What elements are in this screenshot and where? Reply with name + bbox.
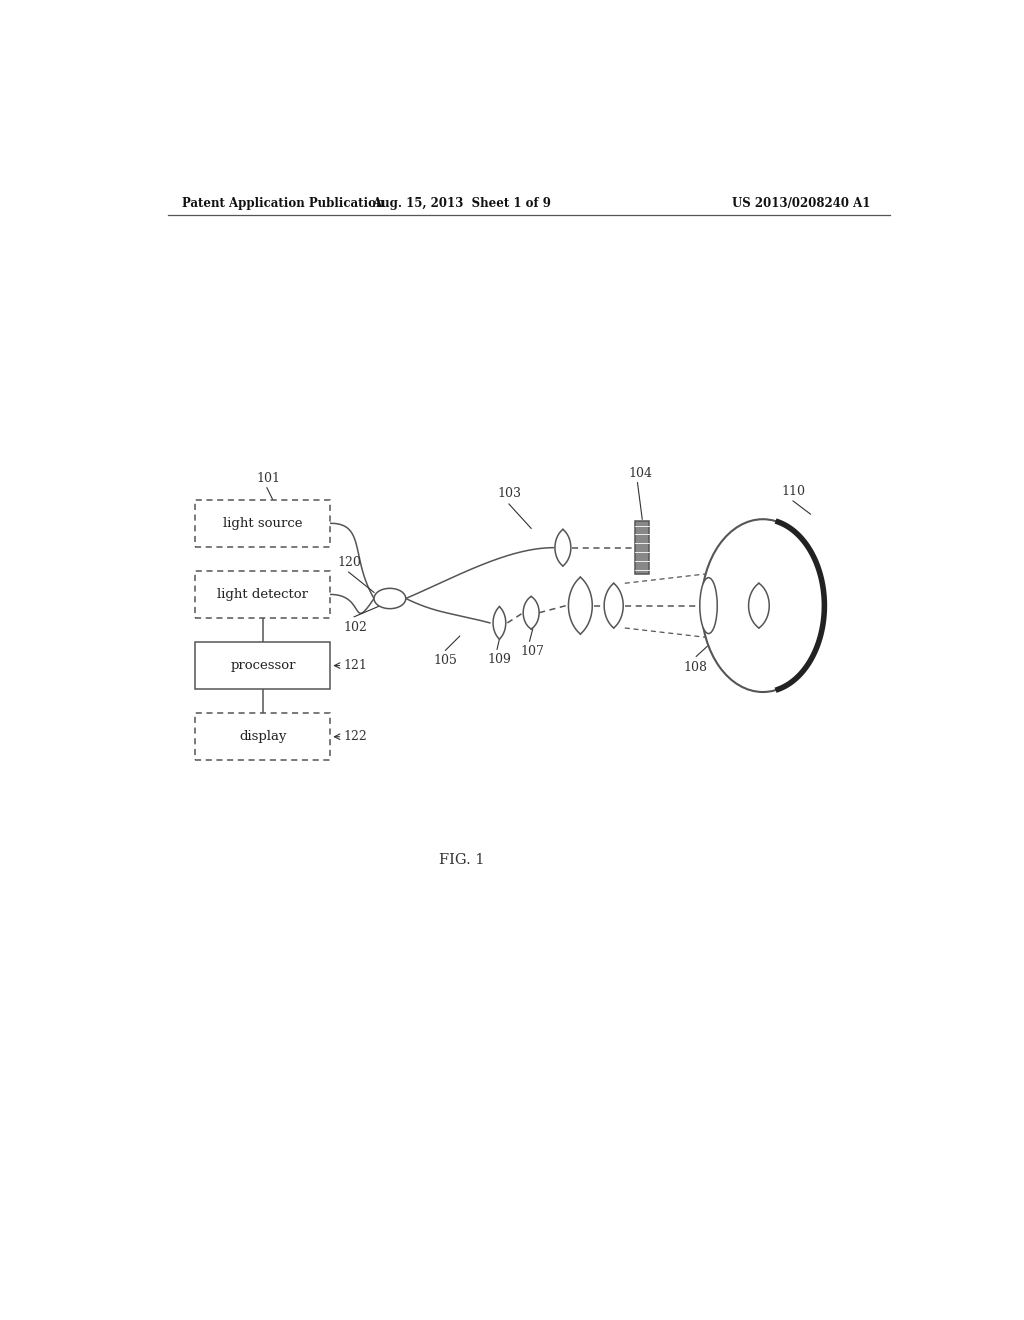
Text: US 2013/0208240 A1: US 2013/0208240 A1 bbox=[731, 197, 870, 210]
Bar bbox=[196, 713, 331, 760]
Text: 108: 108 bbox=[684, 660, 708, 673]
Text: 101: 101 bbox=[257, 471, 281, 484]
Text: display: display bbox=[240, 730, 287, 743]
Text: 122: 122 bbox=[344, 730, 368, 743]
Text: 110: 110 bbox=[782, 484, 806, 498]
Text: 107: 107 bbox=[520, 645, 544, 659]
Ellipse shape bbox=[701, 519, 824, 692]
Text: 104: 104 bbox=[628, 466, 652, 479]
Text: 102: 102 bbox=[343, 620, 367, 634]
Bar bbox=[635, 521, 649, 574]
Bar bbox=[196, 500, 331, 546]
Text: FIG. 1: FIG. 1 bbox=[438, 853, 484, 867]
Bar bbox=[196, 572, 331, 618]
Text: light detector: light detector bbox=[217, 587, 308, 601]
Text: processor: processor bbox=[230, 659, 296, 672]
Text: 103: 103 bbox=[498, 487, 522, 500]
Text: 121: 121 bbox=[344, 659, 368, 672]
Text: light source: light source bbox=[223, 517, 303, 529]
Bar bbox=[196, 643, 331, 689]
Ellipse shape bbox=[699, 578, 717, 634]
Text: Aug. 15, 2013  Sheet 1 of 9: Aug. 15, 2013 Sheet 1 of 9 bbox=[372, 197, 551, 210]
Text: 109: 109 bbox=[487, 653, 511, 667]
Ellipse shape bbox=[374, 589, 406, 609]
Text: Patent Application Publication: Patent Application Publication bbox=[182, 197, 384, 210]
Text: 120: 120 bbox=[338, 556, 361, 569]
Text: 105: 105 bbox=[433, 655, 458, 668]
